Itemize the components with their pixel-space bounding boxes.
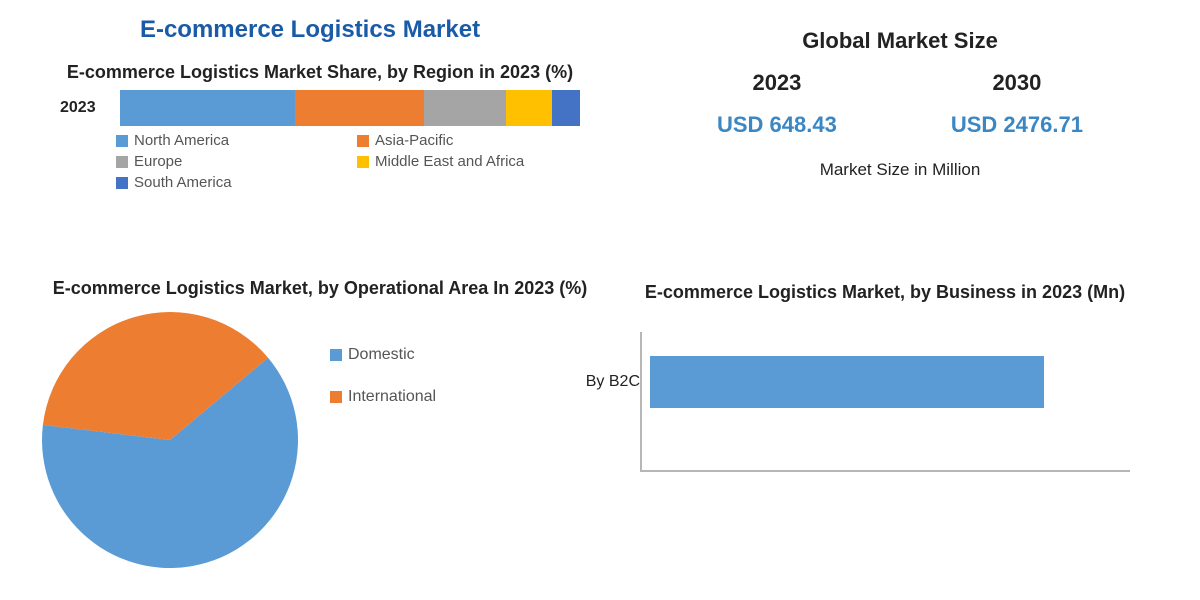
operational-area-pie [40,310,300,570]
legend-label: South America [134,174,232,191]
business-chart-area: By B2C [640,332,1130,472]
region-seg-asia-pacific [295,90,424,126]
legend-label: Middle East and Africa [375,153,524,170]
global-size-unit: Market Size in Million [660,160,1140,180]
region-share-bar [120,90,580,126]
legend-swatch [357,156,369,168]
region-legend-item: North America [116,132,339,149]
global-size-year-1: 2030 [951,70,1083,96]
region-legend-item: Europe [116,153,339,170]
global-size-year-0: 2023 [717,70,837,96]
business-title: E-commerce Logistics Market, by Business… [640,280,1130,304]
page-title: E-commerce Logistics Market [0,0,620,60]
global-size-title: Global Market Size [660,28,1140,54]
region-seg-north-america [120,90,295,126]
operational-area-legend: Domestic International [330,346,436,406]
business-bar-track [650,356,1130,408]
operational-area-title: E-commerce Logistics Market, by Operatio… [40,276,600,300]
region-legend-item: Asia-Pacific [357,132,580,149]
legend-label: Asia-Pacific [375,132,453,149]
legend-swatch [357,135,369,147]
region-share-row: 2023 [60,90,580,126]
infographic-root: E-commerce Logistics Market E-commerce L… [0,0,1200,600]
legend-swatch [116,177,128,189]
region-legend-item: Middle East and Africa [357,153,580,170]
business-bar-row: By B2C [564,356,1130,408]
region-legend-item: South America [116,174,339,191]
region-seg-middle-east-and-africa [506,90,552,126]
legend-label: North America [134,132,229,149]
legend-label: Domestic [348,346,415,364]
legend-swatch [330,391,342,403]
operational-area-panel: E-commerce Logistics Market, by Operatio… [0,260,620,600]
pie-legend-item: Domestic [330,346,436,364]
region-share-year-label: 2023 [60,99,110,117]
legend-swatch [116,156,128,168]
global-size-value-0: USD 648.43 [717,112,837,138]
legend-label: Europe [134,153,182,170]
region-share-panel: E-commerce Logistics Market Share, by Re… [0,60,620,260]
legend-swatch [116,135,128,147]
region-seg-south-america [552,90,580,126]
business-panel: E-commerce Logistics Market, by Business… [620,260,1200,600]
region-share-title: E-commerce Logistics Market Share, by Re… [60,60,580,84]
business-bar-label: By B2C [564,373,640,391]
operational-area-body: Domestic International [40,310,600,570]
global-size-value-1: USD 2476.71 [951,112,1083,138]
region-seg-europe [424,90,507,126]
legend-label: International [348,388,436,406]
global-size-panel: Global Market Size 2023 USD 648.43 2030 … [620,0,1200,260]
legend-swatch [330,349,342,361]
global-size-col-0: 2023 USD 648.43 [717,70,837,138]
global-size-columns: 2023 USD 648.43 2030 USD 2476.71 [660,70,1140,138]
business-bar [650,356,1044,408]
region-share-legend: North America Asia-Pacific Europe Middle Ea… [116,132,580,191]
pie-legend-item: International [330,388,436,406]
global-size-col-1: 2030 USD 2476.71 [951,70,1083,138]
